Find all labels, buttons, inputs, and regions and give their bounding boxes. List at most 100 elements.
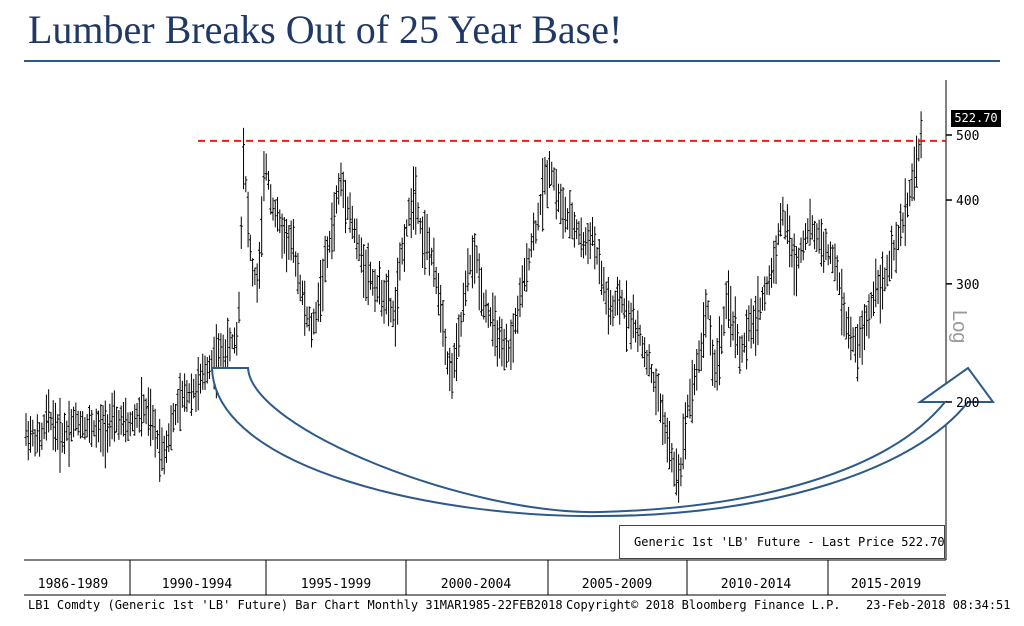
price-bar	[826, 244, 830, 266]
price-bar	[137, 397, 141, 433]
price-bar	[792, 233, 796, 296]
price-bar	[319, 259, 323, 323]
price-bar	[869, 292, 873, 319]
price-bar	[108, 403, 112, 447]
price-bar	[330, 202, 334, 260]
price-bar	[176, 388, 180, 423]
price-bar	[371, 269, 375, 296]
price-bar	[366, 242, 370, 306]
price-bar	[223, 339, 227, 369]
price-bar	[552, 167, 556, 191]
price-bar	[625, 280, 629, 353]
price-bar	[468, 254, 472, 275]
price-bar	[591, 216, 595, 247]
price-bar	[235, 321, 239, 356]
price-bar	[92, 420, 96, 437]
price-bar	[425, 214, 429, 261]
price-bar	[887, 250, 891, 282]
price-bar	[439, 284, 443, 333]
price-bar	[697, 340, 701, 373]
price-bar	[695, 348, 699, 391]
price-bars	[24, 111, 923, 503]
x-group-label: 1995-1999	[301, 577, 371, 592]
price-bar	[414, 166, 418, 235]
price-bar	[724, 281, 728, 320]
price-bar	[609, 290, 613, 325]
price-bar	[325, 236, 329, 269]
price-bar	[770, 257, 774, 288]
price-bar	[455, 323, 459, 382]
price-bar	[672, 451, 676, 487]
price-bar	[67, 400, 71, 468]
price-bar	[44, 394, 48, 441]
price-bar	[754, 295, 758, 356]
price-bar	[237, 291, 241, 324]
price-bar	[97, 410, 101, 443]
price-bar	[33, 429, 37, 457]
price-bar	[668, 420, 672, 470]
price-bar	[203, 355, 207, 390]
price-bar	[384, 273, 388, 315]
price-bar	[706, 300, 710, 320]
price-bar	[470, 235, 474, 289]
price-bar	[575, 219, 579, 240]
price-bar	[738, 336, 742, 374]
price-bar	[99, 404, 103, 453]
price-bar	[78, 410, 82, 439]
price-bar	[572, 211, 576, 248]
price-bar	[416, 202, 420, 224]
price-bar	[767, 265, 771, 296]
price-bar	[135, 402, 139, 428]
price-bar	[525, 243, 529, 292]
price-bar	[808, 198, 812, 246]
price-bar	[577, 221, 581, 246]
price-bar	[405, 219, 409, 237]
price-bar	[49, 411, 53, 431]
price-bar	[475, 245, 479, 274]
price-bar	[919, 111, 923, 159]
price-bar	[294, 251, 298, 277]
price-bar	[42, 414, 46, 440]
price-bar	[858, 316, 862, 358]
price-bar	[760, 286, 764, 311]
price-bar	[692, 364, 696, 396]
price-bar	[557, 183, 561, 213]
price-bar	[538, 194, 542, 216]
price-bar	[561, 186, 565, 239]
price-bar	[106, 414, 110, 453]
price-bar	[566, 208, 570, 230]
price-bar	[473, 233, 477, 284]
price-bar	[461, 282, 465, 322]
price-bar	[828, 241, 832, 264]
price-bar	[613, 290, 617, 317]
price-bar	[817, 219, 821, 254]
x-group-label: 2015-2019	[851, 577, 921, 592]
price-bar	[772, 240, 776, 284]
price-bar	[835, 255, 839, 291]
price-bar	[842, 292, 846, 337]
x-group-label: 2010-2014	[721, 577, 792, 592]
price-bar	[418, 217, 422, 234]
price-bar	[751, 305, 755, 344]
price-bar	[570, 202, 574, 240]
price-bar	[307, 306, 311, 332]
price-bar	[649, 364, 653, 384]
price-bar	[699, 332, 703, 372]
price-bar	[126, 412, 130, 441]
price-bar	[588, 222, 592, 260]
price-bar	[878, 264, 882, 324]
price-bar	[740, 335, 744, 363]
price-bar	[717, 316, 721, 386]
price-bar	[380, 279, 384, 317]
price-bar	[502, 328, 506, 371]
price-bar	[665, 417, 669, 463]
last-price-badge: 522.70	[951, 110, 1001, 127]
price-bar	[228, 327, 232, 362]
price-bar	[278, 209, 282, 234]
price-bar	[85, 413, 89, 438]
price-bar	[881, 251, 885, 310]
price-bar	[285, 218, 289, 273]
price-bar	[595, 246, 599, 265]
price-bar	[690, 359, 694, 424]
price-bar	[246, 191, 250, 248]
